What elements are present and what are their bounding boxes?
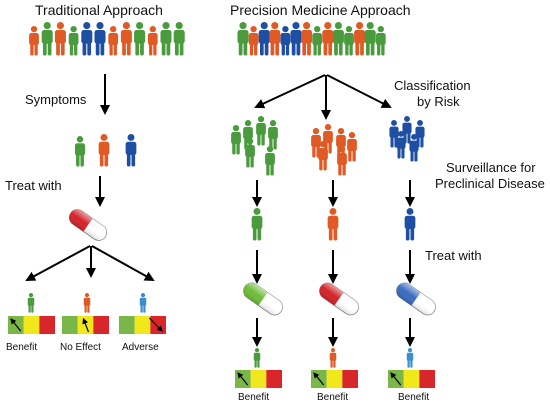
- outcome-scale-no-effect: [62, 316, 109, 334]
- person-icon: [125, 134, 137, 167]
- label-treat-with-left: Treat with: [5, 178, 62, 193]
- person-icon: [344, 26, 354, 56]
- arrow-layer: [25, 74, 415, 347]
- person-icon: [98, 134, 110, 167]
- person-icon: [409, 134, 419, 162]
- scale-layer: [8, 316, 435, 388]
- outcome-benefit-label-orange: Benefit: [317, 392, 349, 403]
- scale-needle: [10, 318, 22, 332]
- person-icon: [290, 22, 302, 56]
- outcome-scale-green: [235, 370, 282, 388]
- person-icon: [332, 22, 344, 56]
- person-icon: [160, 22, 172, 56]
- person-icon: [280, 26, 291, 56]
- scale-needle: [237, 372, 249, 386]
- person-icon: [415, 120, 425, 148]
- arrow-to-blue-group: [326, 74, 392, 108]
- arrow-to-benefit: [25, 245, 91, 281]
- person-icon: [312, 26, 323, 56]
- person-icon: [173, 22, 185, 56]
- person-icon: [120, 22, 132, 56]
- person-icon: [27, 293, 35, 313]
- scale-needle: [313, 372, 325, 386]
- arrow-to-green-group: [254, 74, 326, 109]
- person-icon: [251, 208, 263, 241]
- person-icon: [68, 26, 79, 56]
- person-icon: [396, 131, 406, 159]
- pill-layer: [68, 209, 436, 316]
- person-icon: [147, 26, 158, 56]
- person-icon: [268, 120, 278, 150]
- person-icon: [139, 293, 147, 313]
- person-icon: [389, 120, 399, 148]
- outcome-adverse-label: Adverse: [122, 342, 159, 353]
- person-icon: [347, 132, 357, 162]
- label-treat-with-right: Treat with: [425, 248, 482, 263]
- label-classification: Classification: [394, 78, 471, 93]
- person-icon: [253, 348, 261, 368]
- person-icon: [318, 141, 328, 171]
- pill-blue-icon: [396, 282, 436, 316]
- person-icon: [404, 208, 416, 241]
- person-icon: [375, 26, 386, 56]
- outcome-no-effect-label: No Effect: [60, 342, 101, 353]
- person-icon: [364, 22, 376, 56]
- person-icon: [237, 22, 249, 56]
- label-by-risk: by Risk: [417, 94, 460, 109]
- person-icon: [29, 26, 39, 56]
- person-icon: [54, 22, 66, 56]
- pill-orange-icon: [319, 282, 359, 316]
- outcome-benefit-label: Benefit: [6, 342, 38, 353]
- scale-needle: [148, 317, 163, 332]
- outcome-scale-blue: [388, 370, 435, 388]
- arrow-to-adverse: [91, 245, 155, 281]
- person-icon: [327, 208, 339, 241]
- heading-precision: Precision Medicine Approach: [230, 2, 411, 18]
- outcome-benefit-label-green: Benefit: [238, 392, 270, 403]
- person-icon: [322, 22, 334, 56]
- label-surveillance-1: Surveillance for: [446, 160, 536, 175]
- person-icon: [134, 22, 146, 56]
- outcome-scale-benefit: [8, 316, 55, 334]
- scale-needle: [82, 317, 90, 333]
- person-icon: [337, 146, 347, 176]
- label-symptoms: Symptoms: [25, 92, 87, 107]
- people-layer: [27, 22, 425, 368]
- label-surveillance-2: Preclinical Disease: [435, 176, 545, 191]
- person-icon: [329, 348, 337, 368]
- person-icon: [406, 348, 414, 368]
- person-icon: [81, 22, 93, 56]
- outcome-benefit-label-blue: Benefit: [398, 392, 430, 403]
- person-icon: [94, 22, 106, 56]
- person-icon: [301, 22, 313, 56]
- person-icon: [83, 293, 91, 313]
- person-icon: [269, 22, 281, 56]
- heading-traditional: Traditional Approach: [35, 2, 163, 18]
- person-icon: [258, 22, 270, 56]
- person-icon: [354, 22, 366, 56]
- person-icon: [245, 138, 255, 168]
- person-icon: [248, 26, 259, 56]
- person-icon: [256, 116, 266, 146]
- pill-red-icon: [68, 209, 108, 241]
- scale-needle: [390, 372, 402, 386]
- person-icon: [231, 124, 241, 155]
- person-icon: [41, 22, 53, 56]
- person-icon: [108, 26, 119, 56]
- person-icon: [74, 136, 86, 167]
- outcome-scale-adverse: [119, 316, 166, 334]
- pill-green-icon: [243, 282, 283, 316]
- person-icon: [265, 146, 275, 176]
- outcome-scale-orange: [311, 370, 358, 388]
